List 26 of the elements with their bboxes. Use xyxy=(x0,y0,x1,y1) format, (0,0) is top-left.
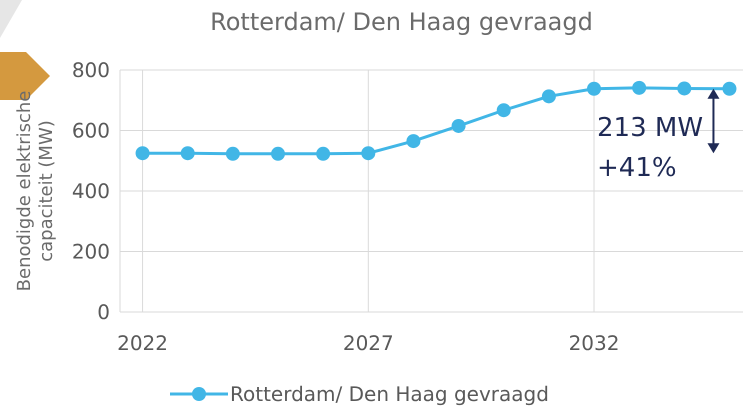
point xyxy=(452,118,466,133)
point xyxy=(406,134,420,148)
point xyxy=(136,146,150,160)
x-tick-label: 2022 xyxy=(117,331,168,355)
point xyxy=(271,146,286,161)
point xyxy=(180,146,195,160)
y-tick-label: 200 xyxy=(72,240,110,264)
point xyxy=(722,82,736,96)
y-tick-label: 0 xyxy=(97,300,110,324)
point xyxy=(632,80,646,95)
y-tick-label: 400 xyxy=(72,179,110,203)
point xyxy=(496,103,511,118)
chart-title: Rotterdam/ Den Haag gevraagd xyxy=(210,8,593,36)
point xyxy=(542,89,556,104)
legend-label: Rotterdam/ Den Haag gevraagd xyxy=(230,382,549,406)
point xyxy=(316,146,330,161)
point xyxy=(677,81,692,96)
y-tick-label: 800 xyxy=(72,58,110,82)
point xyxy=(587,82,602,96)
point xyxy=(226,146,240,161)
x-tick-label: 2032 xyxy=(568,331,620,355)
y-tick-label: 600 xyxy=(72,118,110,142)
annotation: 213 MW +41% xyxy=(597,113,704,183)
x-tick-label: 2027 xyxy=(342,331,394,355)
point xyxy=(361,146,376,160)
y-axis-title: Benodigde elektrische capaciteit (MW) xyxy=(14,90,57,292)
